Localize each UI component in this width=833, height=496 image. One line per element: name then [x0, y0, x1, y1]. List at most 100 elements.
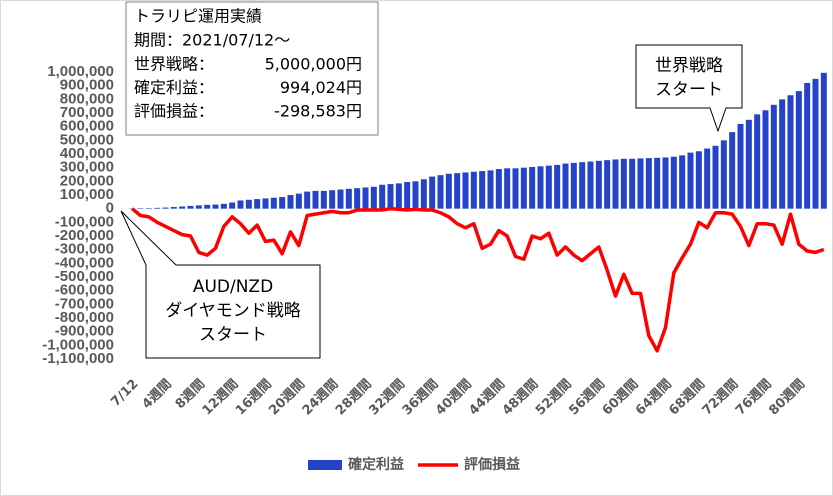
bar [812, 78, 819, 209]
y-tick-label: 400,000 [60, 145, 114, 162]
bar [195, 205, 202, 209]
bar [304, 191, 311, 209]
bar [387, 184, 394, 209]
bar [170, 207, 177, 209]
summary-value: -298,583円 [274, 102, 362, 121]
bar [562, 163, 569, 209]
y-tick-label: -100,000 [55, 213, 114, 230]
y-tick-label: -500,000 [55, 268, 114, 285]
bar [437, 175, 444, 209]
bar [654, 157, 661, 209]
y-tick-label: -1,100,000 [42, 350, 114, 367]
legend-label: 確定利益 [348, 456, 404, 473]
bar [687, 152, 694, 209]
summary-label: 世界戦略： [134, 55, 214, 74]
callout-world-box [635, 44, 743, 133]
summary-title: トラリピ運用実績 [134, 7, 262, 26]
bar [354, 188, 361, 209]
bar [579, 162, 586, 209]
bar [645, 158, 652, 209]
bar [520, 167, 527, 209]
bar [154, 207, 161, 209]
plot: 1,000,000900,000800,000700,000600,000500… [42, 63, 827, 418]
y-tick-label: -900,000 [55, 323, 114, 340]
bar [820, 72, 827, 209]
bar [529, 166, 536, 209]
legend-label: 評価損益 [464, 456, 520, 473]
bar [395, 183, 402, 209]
bar [220, 203, 227, 209]
bar [604, 160, 611, 209]
y-tick-label: 1,000,000 [47, 63, 114, 80]
bar [712, 145, 719, 209]
bar [479, 171, 486, 209]
bar [279, 197, 286, 209]
bar [429, 176, 436, 209]
y-tick-label: -800,000 [55, 309, 114, 326]
bar [254, 199, 261, 209]
bar [337, 189, 344, 209]
summary-value: 5,000,000円 [265, 55, 362, 74]
bar [537, 166, 544, 209]
bar [704, 148, 711, 209]
bar [204, 204, 211, 209]
bar [637, 158, 644, 209]
bar [329, 190, 336, 209]
callout-text: ダイヤモンド戦略 [165, 301, 301, 321]
callout-text: AUD/NZD [193, 277, 273, 297]
bar [370, 186, 377, 209]
bar [287, 195, 294, 209]
y-tick-label: 600,000 [60, 118, 114, 135]
y-tick-label: 0 [106, 200, 114, 217]
bar [737, 123, 744, 209]
bar [695, 151, 702, 209]
callout-text: スタート [655, 80, 723, 100]
bar [320, 190, 327, 209]
bar [512, 168, 519, 209]
bar [245, 199, 252, 209]
summary-label: 確定利益： [134, 78, 214, 97]
bar [145, 208, 152, 209]
bar [495, 169, 502, 209]
y-tick-label: 900,000 [60, 77, 114, 94]
bar [779, 99, 786, 209]
bar [487, 170, 494, 209]
bar [162, 207, 169, 209]
bar [187, 205, 194, 209]
bar [670, 156, 677, 209]
y-tick-label: 500,000 [60, 131, 114, 148]
y-tick-label: -700,000 [55, 295, 114, 312]
bar [462, 172, 469, 209]
y-tick-label: 300,000 [60, 159, 114, 176]
bar [454, 173, 461, 209]
bar [379, 184, 386, 209]
bar [804, 82, 811, 209]
bar [587, 161, 594, 209]
summary-period: 期間：2021/07/12～ [134, 31, 290, 50]
bar [612, 159, 619, 209]
summary-value: 994,024円 [280, 78, 362, 97]
bar [554, 164, 561, 209]
bar [679, 155, 686, 209]
bar [270, 197, 277, 209]
bar [720, 140, 727, 209]
bar [229, 202, 236, 209]
bar [787, 95, 794, 209]
bar [754, 114, 761, 209]
bar [762, 110, 769, 209]
y-tick-label: 800,000 [60, 90, 114, 107]
bar [404, 182, 411, 209]
bar [662, 157, 669, 209]
bar [212, 204, 219, 209]
y-tick-label: -1,000,000 [42, 336, 114, 353]
bar [770, 104, 777, 209]
callout-diamond-box [120, 210, 321, 359]
bar [795, 91, 802, 209]
line [131, 206, 825, 353]
bar [745, 119, 752, 209]
bar [137, 208, 144, 209]
bar [262, 198, 269, 209]
